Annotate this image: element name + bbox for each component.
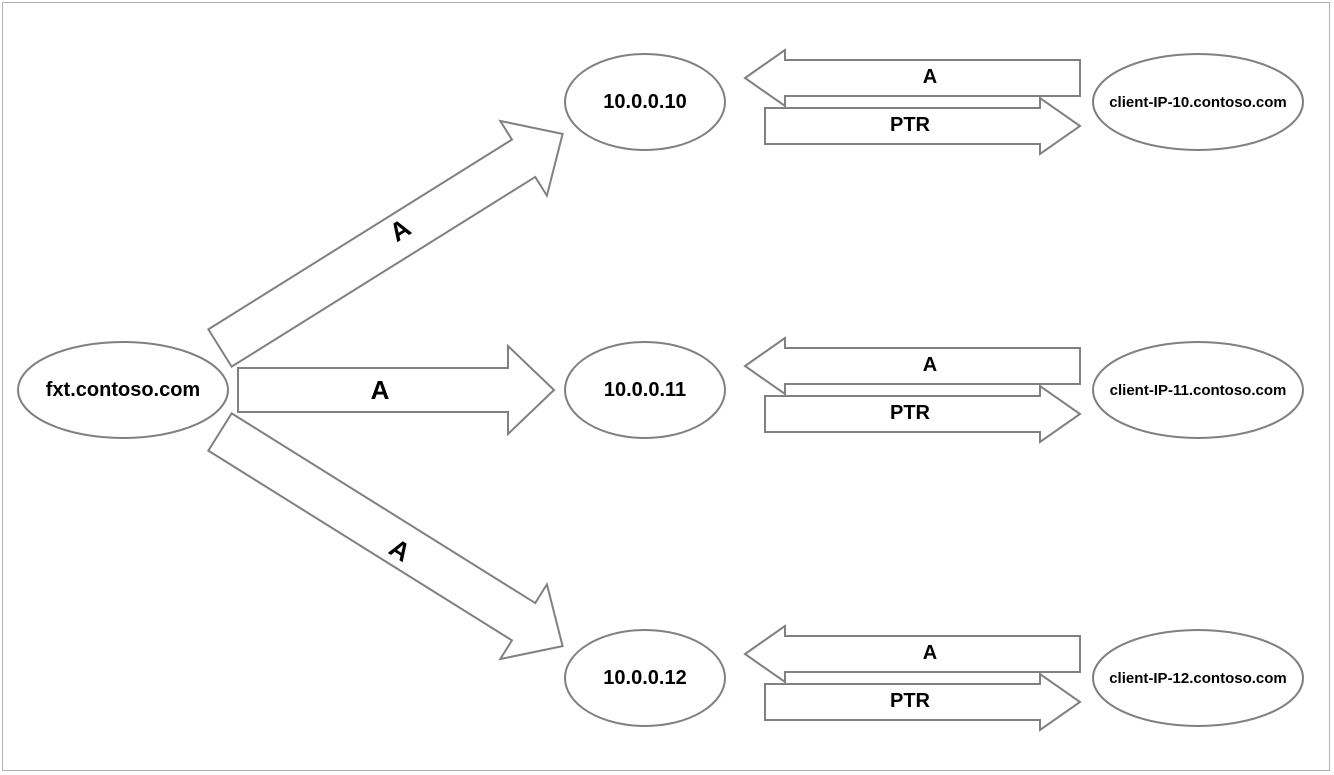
label-client1: client-IP-10.contoso.com (1093, 78, 1303, 126)
label-a1: A (870, 60, 990, 94)
label-ip2: 10.0.0.11 (565, 366, 725, 414)
label-ip3: 10.0.0.12 (565, 654, 725, 702)
label-ip1: 10.0.0.10 (565, 78, 725, 126)
label-ptr1: PTR (850, 108, 970, 142)
label-source: fxt.contoso.com (18, 366, 228, 414)
label-client3: client-IP-12.contoso.com (1093, 654, 1303, 702)
label-src-ip2: A (350, 370, 410, 410)
label-client2: client-IP-11.contoso.com (1093, 366, 1303, 414)
label-ptr3: PTR (850, 684, 970, 718)
label-ptr2: PTR (850, 396, 970, 430)
label-a3: A (870, 636, 990, 670)
label-a2: A (870, 348, 990, 382)
